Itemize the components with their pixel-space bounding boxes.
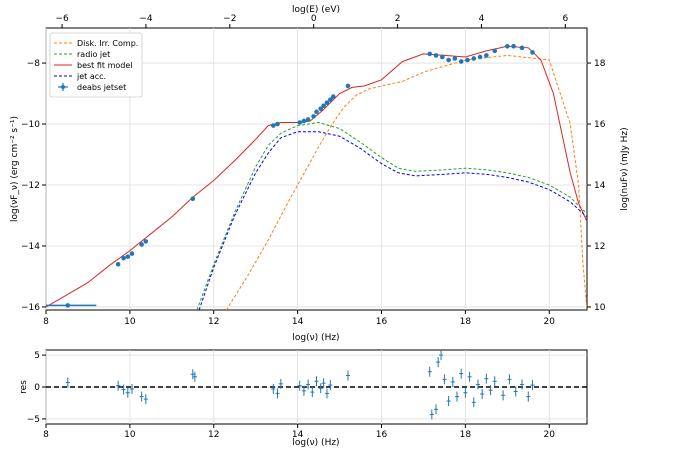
data-point xyxy=(345,83,351,89)
residual-ticks: 8 10 12 14 16 18 20 −5 0 5 xyxy=(27,351,556,440)
data-point xyxy=(314,109,319,115)
series-line xyxy=(225,54,587,310)
data-point xyxy=(143,239,149,244)
legend-label: jet acc. xyxy=(76,72,106,81)
y-tick-label: −14 xyxy=(21,242,40,252)
right-tick-label: 14 xyxy=(594,181,606,191)
main-ticks: 8 10 12 14 16 18 20 −16 −14 −12 −10 −8 −6 −4 −2 0 2 4 6 10 1… xyxy=(21,14,606,327)
x-tick-label: 16 xyxy=(376,317,388,327)
legend: Disk. Irr. Comp. radio jet best fit model j… xyxy=(49,32,143,98)
y-tick-label: −5 xyxy=(27,415,40,425)
data-point xyxy=(330,94,336,99)
data-point xyxy=(115,261,121,267)
data-point xyxy=(125,254,131,259)
x-tick-label: 14 xyxy=(292,430,304,440)
top-tick-label: 2 xyxy=(395,14,401,24)
data-point xyxy=(275,121,280,127)
main-data-points xyxy=(46,43,535,308)
main-right-axis-label: log(nuFν) (mJy Hz) xyxy=(620,127,630,210)
x-tick-label: 10 xyxy=(124,430,136,440)
main-y-axis-label: log(νF_ν) (erg cm⁻² s⁻¹) xyxy=(10,116,20,222)
top-tick-label: 0 xyxy=(311,14,317,24)
data-point xyxy=(121,255,126,261)
y-tick-label: 5 xyxy=(34,351,40,361)
y-tick-label: 0 xyxy=(34,383,40,393)
x-tick-label: 20 xyxy=(544,430,556,440)
y-tick-label: −10 xyxy=(21,120,40,130)
data-point xyxy=(511,43,516,49)
right-tick-label: 10 xyxy=(594,303,606,313)
legend-label: radio jet xyxy=(77,50,110,59)
x-tick-label: 12 xyxy=(208,317,219,327)
data-point xyxy=(519,45,525,51)
residual-y-axis-label: res xyxy=(19,380,29,394)
data-point xyxy=(484,53,489,58)
data-point xyxy=(321,103,326,109)
x-tick-label: 18 xyxy=(460,317,472,327)
residual-x-axis-label: log(ν) (Hz) xyxy=(292,438,339,448)
data-point xyxy=(139,242,144,247)
x-tick-label: 12 xyxy=(208,430,219,440)
y-tick-label: −16 xyxy=(21,303,40,313)
data-point xyxy=(440,54,445,60)
data-point xyxy=(311,114,316,119)
x-tick-label: 16 xyxy=(376,430,388,440)
top-tick-label: 4 xyxy=(479,14,485,24)
data-point xyxy=(477,54,483,60)
top-tick-label: −4 xyxy=(139,14,153,24)
legend-label: deabs jetset xyxy=(77,83,126,92)
data-point xyxy=(452,56,458,61)
data-point xyxy=(446,57,451,63)
data-point xyxy=(271,123,276,128)
legend-swatch xyxy=(61,85,65,89)
series-line xyxy=(198,131,587,310)
main-series xyxy=(46,45,587,310)
x-tick-label: 8 xyxy=(43,430,49,440)
data-point xyxy=(471,56,477,61)
top-tick-label: −6 xyxy=(55,14,69,24)
data-point xyxy=(297,120,303,125)
data-point xyxy=(190,196,196,202)
x-tick-label: 14 xyxy=(292,317,304,327)
data-point xyxy=(129,251,135,256)
data-point xyxy=(328,97,333,102)
data-point xyxy=(530,50,535,55)
data-point xyxy=(324,100,330,105)
x-tick-label: 18 xyxy=(460,430,472,440)
data-point xyxy=(458,59,464,64)
data-point xyxy=(465,57,470,63)
right-tick-label: 12 xyxy=(594,242,605,252)
data-point xyxy=(305,117,311,122)
data-point xyxy=(318,106,323,112)
main-x-axis-label: log(ν) (Hz) xyxy=(292,333,339,343)
y-tick-label: −12 xyxy=(21,181,40,191)
data-point xyxy=(65,303,71,308)
legend-label: best fit model xyxy=(77,61,132,70)
data-point xyxy=(427,51,433,57)
data-point xyxy=(301,118,307,124)
legend-box xyxy=(49,32,143,98)
x-tick-label: 20 xyxy=(544,317,556,327)
x-tick-label: 10 xyxy=(124,317,136,327)
main-top-axis-label: log(E) (eV) xyxy=(292,5,340,15)
main-panel: 8 10 12 14 16 18 20 −16 −14 −12 −10 −8 −6 −4 −2 0 2 4 6 10 1… xyxy=(10,5,630,343)
data-point xyxy=(433,53,439,58)
series-line xyxy=(46,45,587,308)
y-tick-label: −8 xyxy=(27,59,41,69)
right-tick-label: 16 xyxy=(594,120,606,130)
residual-points xyxy=(65,350,535,420)
top-tick-label: 6 xyxy=(562,14,568,24)
data-point xyxy=(492,48,498,54)
legend-label: Disk. Irr. Comp. xyxy=(77,39,138,48)
data-point xyxy=(505,43,510,49)
residual-panel: 8 10 12 14 16 18 20 −5 0 5 log(ν) (Hz) res xyxy=(19,349,588,448)
x-tick-label: 8 xyxy=(43,317,49,327)
right-tick-label: 18 xyxy=(594,59,606,69)
series-line xyxy=(196,121,587,310)
top-tick-label: −2 xyxy=(223,14,236,24)
